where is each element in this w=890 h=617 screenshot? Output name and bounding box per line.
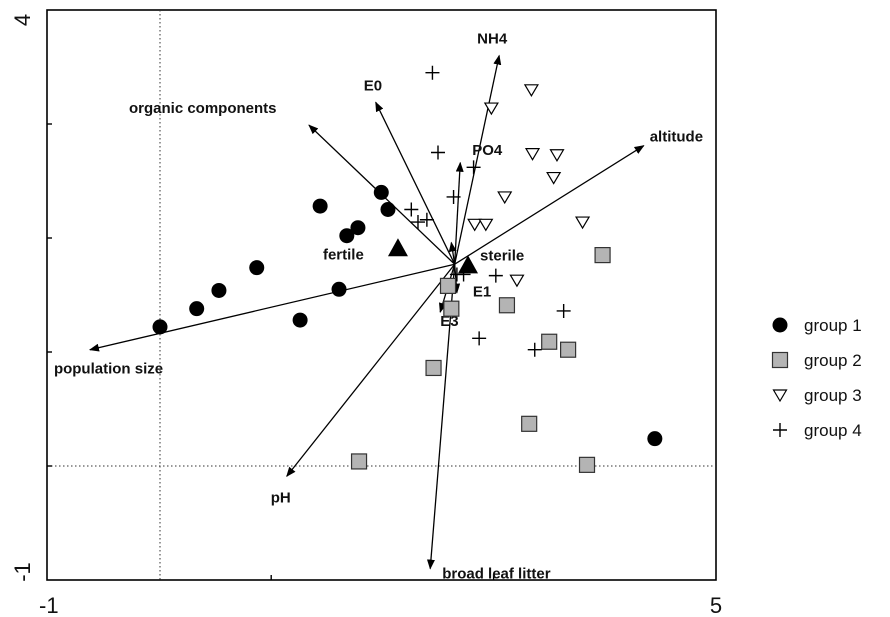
vector-label-organic-components: organic components — [129, 100, 277, 117]
vector-label-broad-leaf-litter: broad leaf litter — [442, 566, 551, 583]
point-group-1-4 — [292, 312, 308, 328]
point-group-1-9 — [373, 184, 389, 200]
point-group-4-1 — [410, 215, 425, 230]
centroid-label-sterile: sterile — [480, 247, 524, 264]
point-group-1-3 — [249, 260, 265, 276]
point-group-1-11 — [647, 431, 663, 447]
vector-arrow-population-size — [88, 263, 455, 352]
centroid-label-fertile: fertile — [323, 246, 364, 263]
x-tick-label-0: -1 — [39, 593, 59, 617]
point-group-2-8 — [578, 456, 596, 473]
point-group-4-4 — [431, 145, 445, 160]
plot-frame-layer: -1 5 -1 4 — [10, 9, 722, 617]
point-group-2-9 — [594, 247, 611, 264]
point-group-4-12 — [556, 303, 571, 318]
vector-label-altitude: altitude — [650, 129, 703, 146]
legend-label-group-4: group 4 — [804, 421, 862, 440]
point-group-3-0 — [467, 218, 483, 232]
plot-border — [46, 9, 717, 581]
legend-label-group-2: group 2 — [804, 351, 862, 370]
point-group-2-5 — [521, 415, 538, 432]
legend-marker-group-4 — [773, 423, 787, 437]
vector-label-ph: pH — [271, 489, 291, 506]
legend-marker-group-3 — [772, 389, 788, 403]
vector-label-e0: E0 — [364, 77, 382, 94]
vector-label-e1: E1 — [473, 284, 491, 301]
point-group-1-8 — [350, 220, 366, 236]
centroid-sterile — [458, 255, 479, 274]
point-group-1-1 — [189, 301, 205, 317]
legend: group 1 group 2 group 3 group 4 — [771, 316, 862, 440]
point-group-4-2 — [419, 212, 434, 227]
point-group-4-10 — [488, 268, 503, 283]
vector-label-po4: PO4 — [472, 142, 503, 159]
point-group-3-7 — [546, 171, 562, 185]
legend-label-group-3: group 3 — [804, 386, 862, 405]
point-group-4-8 — [466, 160, 481, 175]
legend-marker-group-1 — [772, 317, 788, 333]
point-group-3-5 — [523, 84, 539, 97]
point-group-1-2 — [211, 282, 227, 298]
point-group-3-3 — [497, 191, 513, 205]
vector-label-nh4: NH4 — [477, 31, 508, 48]
point-group-3-1 — [478, 218, 494, 232]
point-group-1-0 — [152, 319, 168, 335]
point-group-4-5 — [446, 189, 461, 204]
vector-arrow-nh4 — [454, 54, 502, 265]
centroid-fertile — [387, 238, 408, 257]
point-group-2-2 — [439, 277, 457, 294]
point-group-3-2 — [483, 102, 499, 116]
point-group-1-10 — [380, 202, 396, 217]
point-group-4-3 — [425, 65, 440, 80]
vector-arrow-e0 — [375, 101, 456, 265]
x-tick-label-1: 5 — [710, 593, 722, 617]
point-group-1-6 — [331, 281, 347, 297]
vector-arrow-sterile — [448, 241, 457, 265]
point-group-2-0 — [350, 453, 368, 470]
y-tick-label-0: -1 — [10, 562, 35, 582]
point-group-3-8 — [549, 149, 565, 162]
point-group-2-3 — [443, 300, 460, 317]
vector-arrow-ph — [286, 263, 456, 478]
point-group-3-9 — [575, 216, 591, 230]
environmental-vectors: NH4 E0 organic components PO4 altitude popula… — [54, 31, 703, 583]
point-group-2-7 — [560, 341, 577, 358]
point-group-2-1 — [425, 359, 442, 377]
legend-label-group-1: group 1 — [804, 316, 862, 335]
point-group-4-11 — [527, 342, 542, 357]
vector-label-population-size: population size — [54, 361, 163, 378]
point-group-2-6 — [541, 333, 558, 350]
point-group-4-9 — [472, 331, 487, 346]
point-group-2-4 — [498, 297, 516, 314]
vector-arrow-altitude — [454, 145, 645, 265]
vector-label-e3: E3 — [440, 313, 458, 330]
point-group-1-7 — [339, 228, 355, 244]
y-tick-label-1: 4 — [10, 14, 35, 26]
legend-marker-group-2 — [771, 351, 789, 369]
point-group-4-0 — [404, 202, 419, 217]
point-group-3-6 — [524, 148, 541, 161]
point-group-1-5 — [312, 198, 328, 214]
point-group-3-4 — [509, 274, 525, 288]
sample-points: fertile sterile — [152, 65, 663, 473]
